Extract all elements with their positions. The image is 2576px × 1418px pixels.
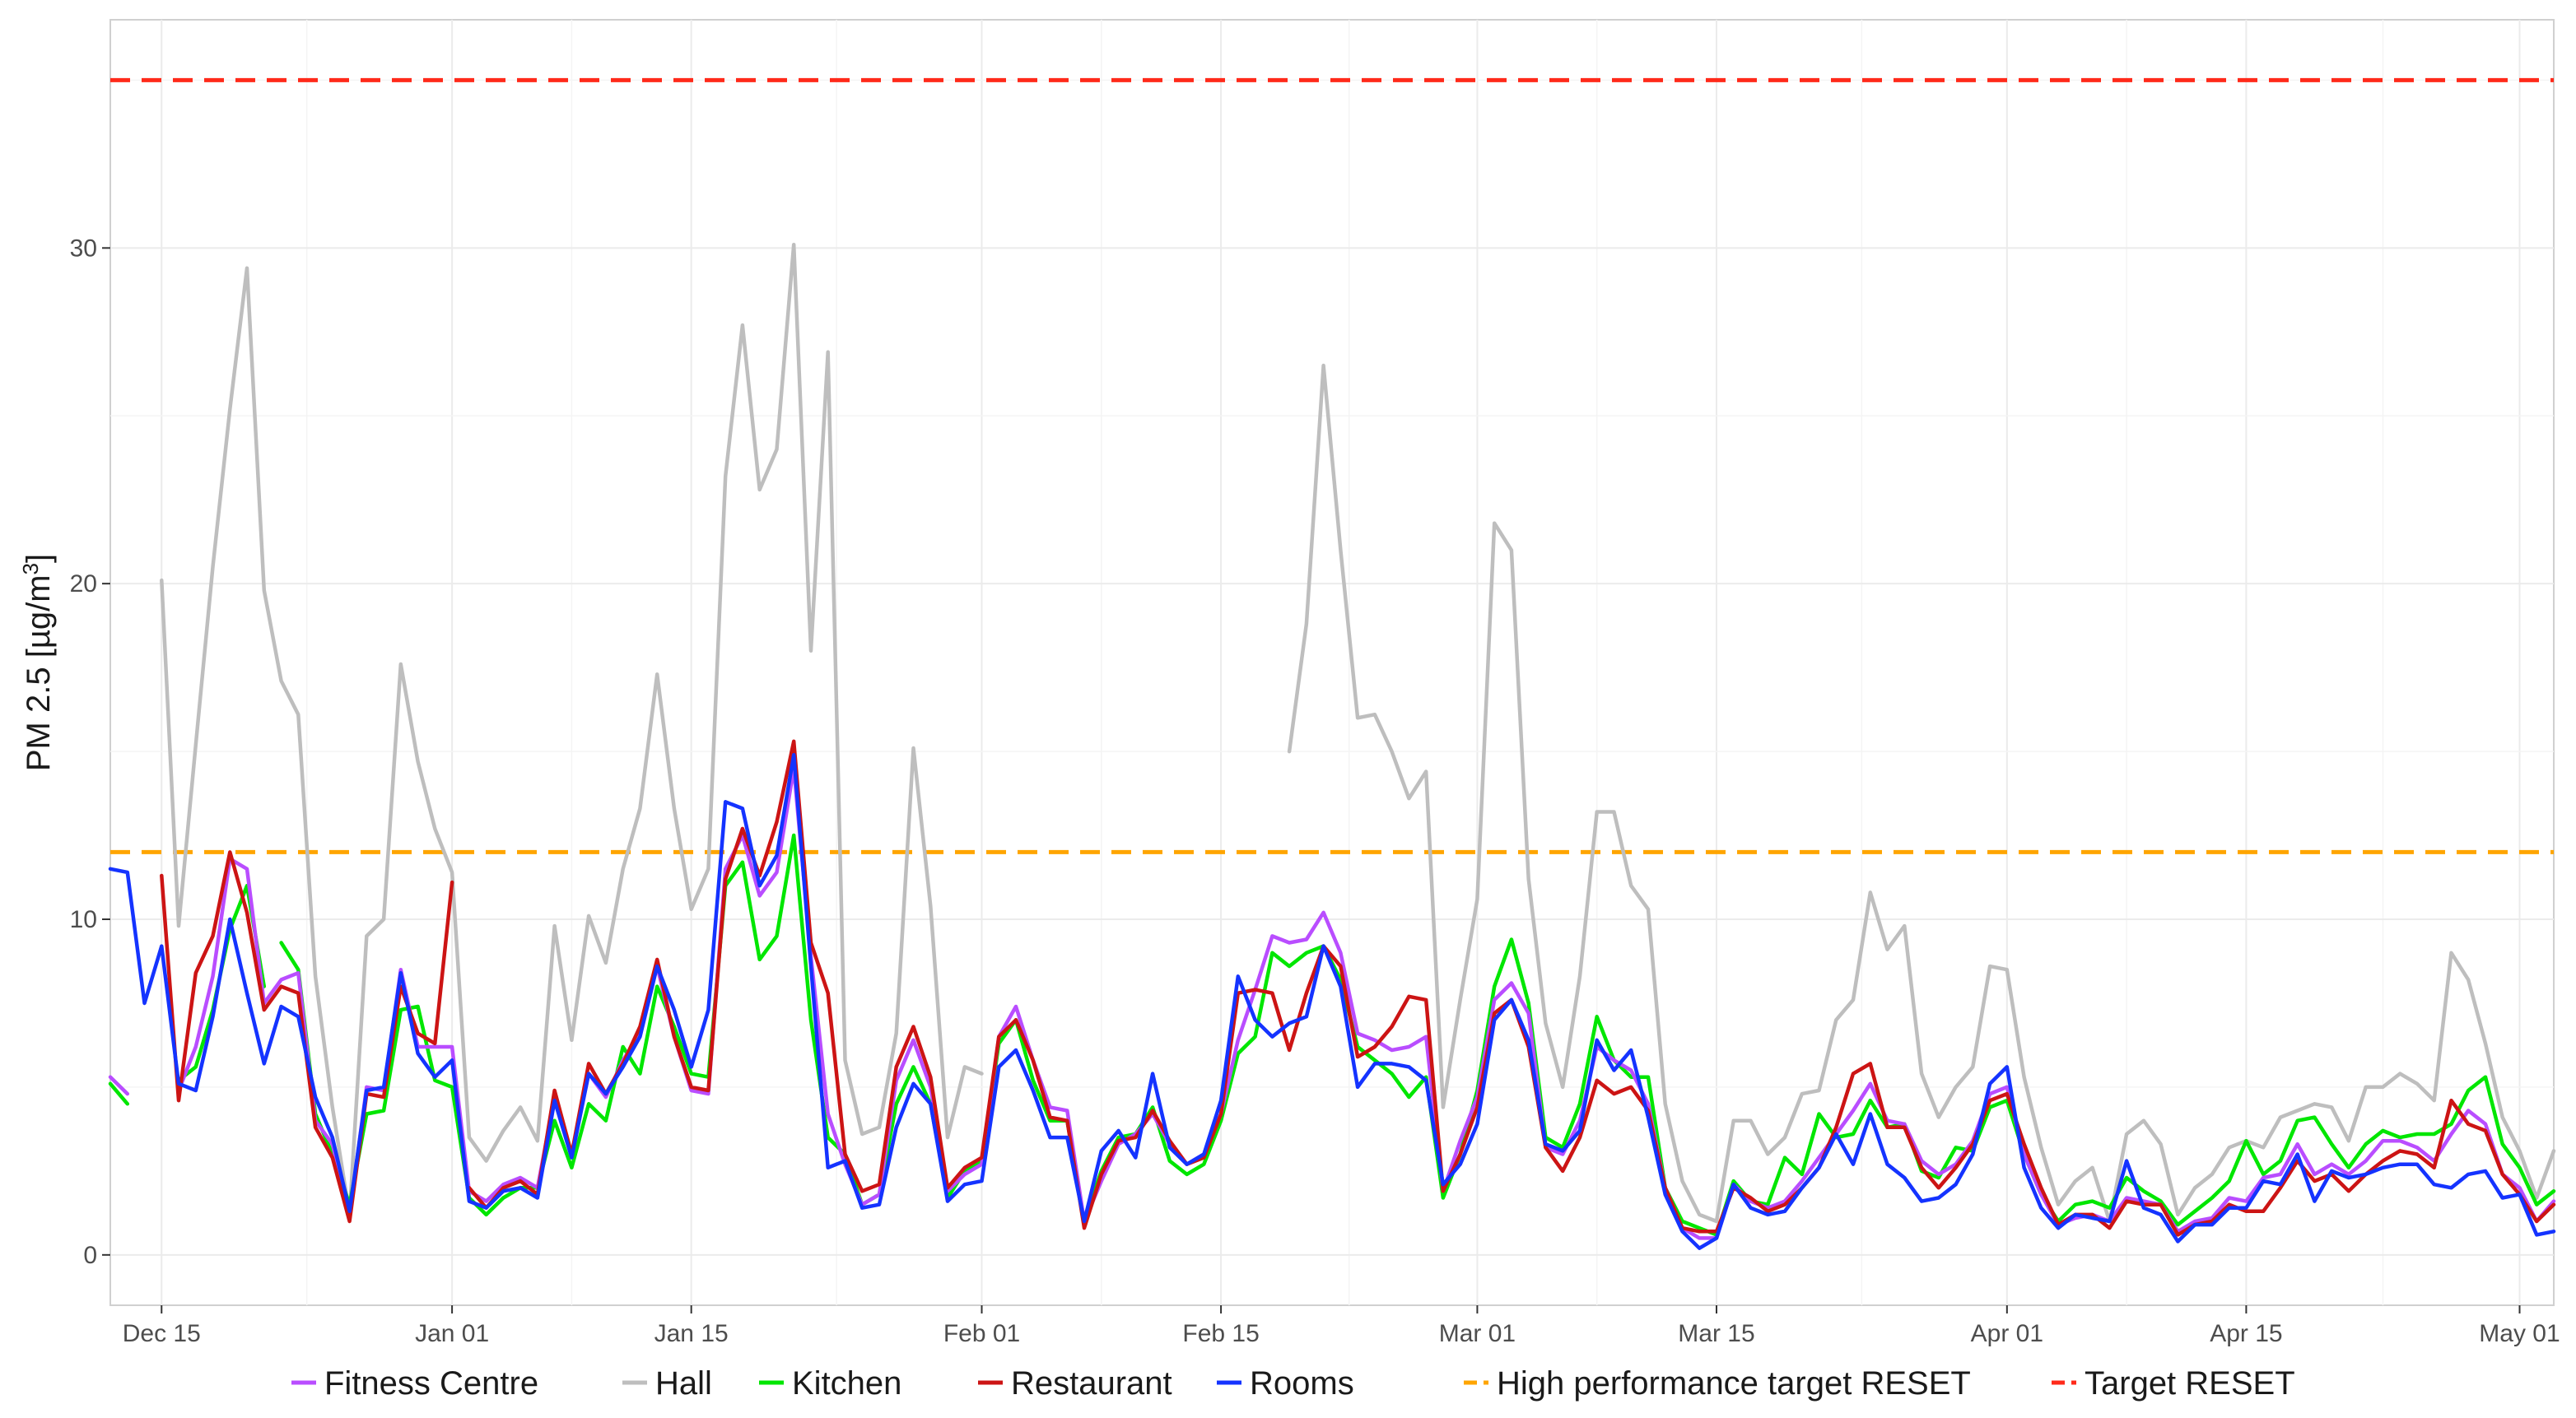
legend-label: Restaurant [1011,1365,1172,1402]
x-tick-label: Mar 01 [1439,1320,1516,1347]
y-axis: 0 10 20 30 [70,235,110,1269]
x-tick-label: Jan 01 [415,1320,489,1347]
legend-label: Rooms [1250,1365,1354,1402]
series-line [108,1075,130,1096]
plot-panel [109,19,2555,1306]
legend-label: Fitness Centre [324,1365,538,1402]
legend-label: Kitchen [792,1365,901,1402]
y-tick-label: 30 [70,235,97,262]
series-line [1287,363,2556,1224]
series-line [279,833,2556,1237]
x-tick-label: Jan 15 [654,1320,729,1347]
series-lines [108,242,2556,1250]
legend: Fitness Centre Hall Kitchen Restaurant Rooms… [291,1365,2295,1402]
x-tick-label: Feb 01 [943,1320,1020,1347]
legend-label: Target RESET [2085,1365,2295,1402]
y-tick-label: 0 [83,1242,97,1269]
series-line [108,752,2556,1250]
y-tick-label: 20 [70,570,97,597]
reference-lines [110,77,2554,854]
legend-label: High performance target RESET [1497,1365,1971,1402]
x-tick-label: Dec 15 [123,1320,201,1347]
x-tick-label: Apr 15 [2210,1320,2282,1347]
y-tick-label: 10 [70,906,97,933]
x-tick-label: May 01 [2479,1320,2560,1347]
x-tick-label: Apr 01 [1971,1320,2043,1347]
series-line [108,1081,130,1106]
series-line [160,242,984,1217]
x-tick-label: Mar 15 [1678,1320,1754,1347]
x-axis: Dec 15 Jan 01 Jan 15 Feb 01 Feb 15 Mar 01 Mar … [123,1305,2560,1347]
x-tick-label: Feb 15 [1182,1320,1259,1347]
y-axis-title: PM 2.5 [µg/m3] [18,554,57,771]
legend-label: Hall [655,1365,712,1402]
